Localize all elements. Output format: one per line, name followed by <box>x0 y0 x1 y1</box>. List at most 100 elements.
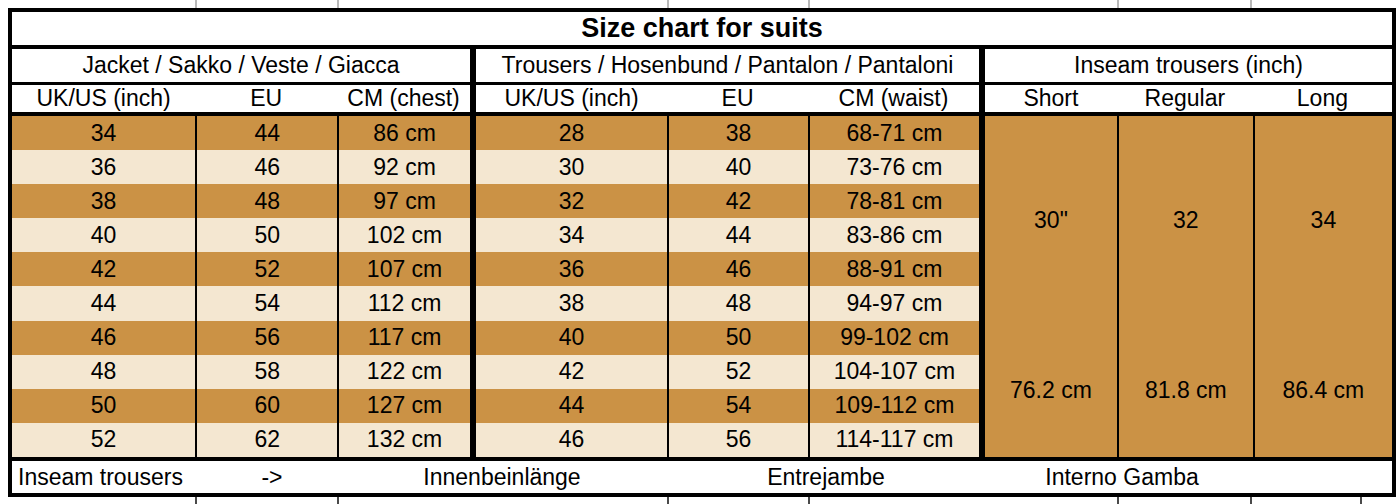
table-cell: 48 <box>12 355 195 389</box>
column-header-cm-waist: CM (waist) <box>808 85 979 112</box>
table-cell: 54 <box>667 389 808 423</box>
table-cell: 44 <box>476 389 667 423</box>
trousers-data: 28 38 68-71 cm 30 40 73-76 cm 32 42 78-8… <box>476 116 979 457</box>
table-row: 34 44 83-86 cm <box>476 218 979 252</box>
table-row: 42 52 107 cm <box>12 252 470 286</box>
table-cell: 68-71 cm <box>808 116 979 150</box>
footer-label-it: Interno Gamba <box>1045 464 1198 491</box>
table-cell: 46 <box>667 252 808 286</box>
table-cell: 102 cm <box>337 218 470 252</box>
table-cell: 50 <box>12 389 195 423</box>
table-cell: 88-91 cm <box>808 252 979 286</box>
table-cell: 46 <box>476 423 667 457</box>
table-row: 50 60 127 cm <box>12 389 470 423</box>
inseam-inches-value: 34 <box>1255 116 1392 324</box>
table-cell: 38 <box>12 184 195 218</box>
table-row: 38 48 97 cm <box>12 184 470 218</box>
column-header-regular: Regular <box>1117 85 1253 112</box>
column-header-eu: EU <box>195 85 337 112</box>
size-chart-table: Size chart for suits Jacket / Sakko / Ve… <box>8 8 1396 497</box>
table-cell: 78-81 cm <box>808 184 979 218</box>
table-cell: 62 <box>195 423 337 457</box>
table-row: 38 48 94-97 cm <box>476 286 979 320</box>
table-cell: 28 <box>476 116 667 150</box>
column-header-cm-chest: CM (chest) <box>337 85 470 112</box>
table-cell: 58 <box>195 355 337 389</box>
table-row: 32 42 78-81 cm <box>476 184 979 218</box>
table-cell: 60 <box>195 389 337 423</box>
table-cell: 40 <box>476 321 667 355</box>
table-row: 48 58 122 cm <box>12 355 470 389</box>
table-row: 30 40 73-76 cm <box>476 150 979 184</box>
table-cell: 34 <box>12 116 195 150</box>
table-cell: 86 cm <box>337 116 470 150</box>
table-cell: 38 <box>476 286 667 320</box>
table-cell: 40 <box>667 150 808 184</box>
table-cell: 50 <box>667 321 808 355</box>
table-cell: 50 <box>195 218 337 252</box>
table-cell: 99-102 cm <box>808 321 979 355</box>
table-cell: 34 <box>476 218 667 252</box>
table-cell: 42 <box>12 252 195 286</box>
table-cell: 32 <box>476 184 667 218</box>
section-trousers: Trousers / Hosenbund / Pantalon / Pantal… <box>470 49 985 457</box>
table-cell: 107 cm <box>337 252 470 286</box>
table-cell: 117 cm <box>337 321 470 355</box>
column-header-short: Short <box>985 85 1117 112</box>
table-cell: 52 <box>12 423 195 457</box>
inseam-column-short: 30" 76.2 cm <box>985 116 1117 457</box>
column-header-eu: EU <box>667 85 808 112</box>
table-cell: 52 <box>195 252 337 286</box>
table-cell: 36 <box>476 252 667 286</box>
table-cell: 48 <box>195 184 337 218</box>
table-cell: 42 <box>667 184 808 218</box>
table-cell: 109-112 cm <box>808 389 979 423</box>
footer-label-en: Inseam trousers <box>18 464 183 491</box>
table-cell: 56 <box>667 423 808 457</box>
table-cell: 36 <box>12 150 195 184</box>
inseam-inches-value: 30" <box>985 116 1117 324</box>
trousers-section-header: Trousers / Hosenbund / Pantalon / Pantal… <box>476 49 979 85</box>
table-cell: 44 <box>195 116 337 150</box>
table-cell: 30 <box>476 150 667 184</box>
table-cell: 52 <box>667 355 808 389</box>
table-cell: 94-97 cm <box>808 286 979 320</box>
inseam-section-header: Inseam trousers (inch) <box>985 49 1392 85</box>
column-header-long: Long <box>1253 85 1392 112</box>
table-cell: 40 <box>12 218 195 252</box>
size-chart-image: Size chart for suits Jacket / Sakko / Ve… <box>0 0 1400 504</box>
table-row: 44 54 109-112 cm <box>476 389 979 423</box>
table-cell: 48 <box>667 286 808 320</box>
table-row: 40 50 99-102 cm <box>476 321 979 355</box>
table-row: 46 56 117 cm <box>12 321 470 355</box>
table-cell: 97 cm <box>337 184 470 218</box>
table-cell: 114-117 cm <box>808 423 979 457</box>
table-cell: 83-86 cm <box>808 218 979 252</box>
table-row: 40 50 102 cm <box>12 218 470 252</box>
section-jacket: Jacket / Sakko / Veste / Giacca UK/US (i… <box>12 49 470 457</box>
footer-arrow: -> <box>261 464 282 491</box>
inseam-cm-value: 81.8 cm <box>1119 324 1253 457</box>
table-row: 36 46 88-91 cm <box>476 252 979 286</box>
inseam-cm-value: 86.4 cm <box>1255 324 1392 457</box>
section-inseam: Inseam trousers (inch) Short Regular Lon… <box>985 49 1392 457</box>
table-row: 34 44 86 cm <box>12 116 470 150</box>
table-cell: 38 <box>667 116 808 150</box>
table-cell: 44 <box>12 286 195 320</box>
table-row: 28 38 68-71 cm <box>476 116 979 150</box>
table-body: Jacket / Sakko / Veste / Giacca UK/US (i… <box>12 49 1392 457</box>
page-title: Size chart for suits <box>12 12 1392 49</box>
table-cell: 132 cm <box>337 423 470 457</box>
table-cell: 44 <box>667 218 808 252</box>
table-cell: 122 cm <box>337 355 470 389</box>
jacket-data: 34 44 86 cm 36 46 92 cm 38 48 97 cm <box>12 116 470 457</box>
table-row: 52 62 132 cm <box>12 423 470 457</box>
jacket-column-headers: UK/US (inch) EU CM (chest) <box>12 85 470 116</box>
table-cell: 54 <box>195 286 337 320</box>
table-footer: Inseam trousers -> Innenbeinlänge Entrej… <box>12 457 1392 493</box>
inseam-cm-value: 76.2 cm <box>985 324 1117 457</box>
table-row: 42 52 104-107 cm <box>476 355 979 389</box>
table-cell: 42 <box>476 355 667 389</box>
table-cell: 112 cm <box>337 286 470 320</box>
column-header-ukus: UK/US (inch) <box>476 85 667 112</box>
